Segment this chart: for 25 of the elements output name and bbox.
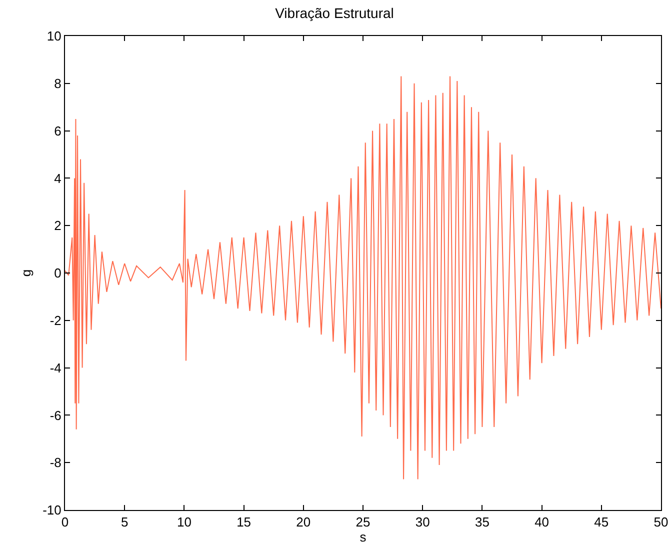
y-tick-label: -6	[50, 408, 62, 423]
y-tick-label: -10	[42, 502, 62, 518]
y-tick-label: -2	[50, 312, 62, 328]
x-tick-label: 20	[296, 514, 311, 530]
y-tick-label: 4	[54, 170, 62, 186]
y-tick-label: 10	[46, 28, 62, 44]
x-tick-label: 25	[356, 514, 370, 530]
y-tick-label: -4	[50, 360, 62, 376]
y-tick-label: 0	[54, 266, 62, 281]
x-tick-label: 10	[176, 514, 192, 530]
x-tick-label: 5	[120, 514, 128, 530]
y-axis-title: g	[18, 269, 34, 277]
x-tick-label: 40	[534, 514, 550, 530]
x-axis-title: s	[360, 530, 367, 545]
y-tick-label: -8	[50, 455, 62, 470]
x-tick-label: 50	[654, 514, 668, 530]
chart-title: Vibração Estrutural	[275, 5, 394, 22]
line-series	[65, 76, 661, 480]
x-tick-label: 45	[594, 514, 609, 530]
x-tick-label: 15	[236, 514, 252, 530]
x-tick-label: 30	[415, 514, 430, 530]
y-tick-label: 6	[54, 123, 62, 138]
y-tick-label: 8	[54, 76, 62, 91]
y-tick-label: 2	[54, 218, 62, 234]
x-tick-label: 35	[474, 514, 490, 530]
